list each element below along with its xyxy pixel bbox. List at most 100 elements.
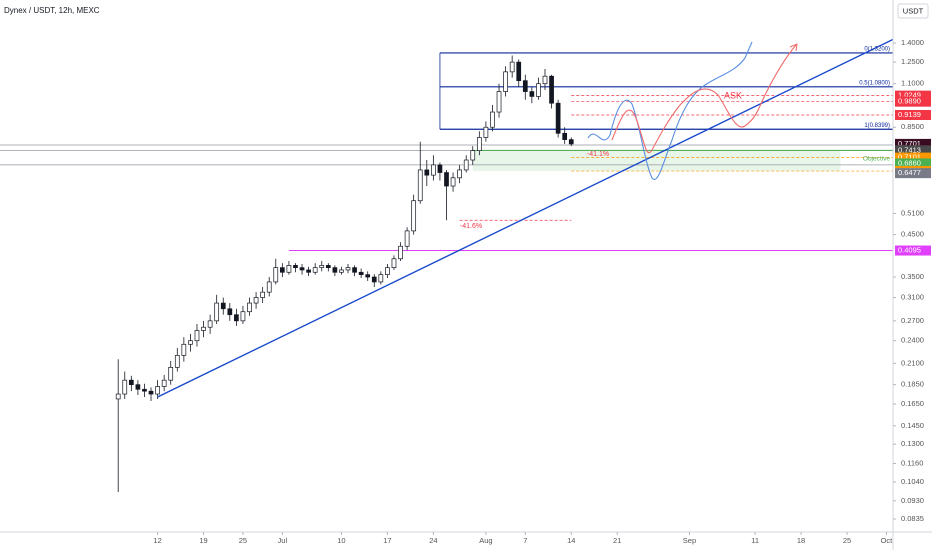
y-tick-label: 0.2400 [901,336,924,345]
annotation: Objective [863,156,890,163]
y-tick-label: 0.3100 [901,293,924,302]
x-tick-label: 10 [337,536,345,545]
candle-body [365,274,371,278]
candle-body [378,274,384,283]
candle-body [562,132,568,140]
price-tag [895,109,931,120]
x-tick-label: Sep [683,536,696,545]
currency: USDT [903,6,924,15]
candle-body [522,80,528,92]
candle-body [214,302,220,322]
candle-body [483,126,489,138]
candle-body [299,267,305,271]
price-tag-label: 0.7701 [898,139,921,148]
candle-body [174,355,180,368]
x-tick-label: Oct [881,536,894,545]
candle-body [194,330,200,342]
annotation: ASK [724,90,742,100]
currency-box[interactable] [897,3,929,19]
front-layer: 0(1.3200) 0.5(1.0800) 1(0.8399) [859,47,890,129]
candle-body [385,267,390,275]
candle-body [476,137,482,151]
candle-body [220,302,226,310]
candle-body [273,267,279,283]
candle-body [155,386,160,395]
trendline [157,38,894,398]
candle-body [266,281,272,293]
candle-body [463,159,469,171]
y-tick-label: 1.1000 [901,79,924,88]
price-tag-label: 0.6477 [898,168,921,177]
price-tag-label: 0.4095 [898,246,921,255]
candle-body [371,276,377,283]
y-tick-label: 1.4000 [901,38,924,47]
y-tick-label: 0.1300 [901,439,924,448]
chart-title: Dynex / USDT, 12h, MEXC [4,6,100,15]
x-tick-label: 12 [153,536,161,545]
x-tick-label: 14 [567,536,575,545]
candle-body [417,169,423,202]
candle-body [332,267,338,273]
candle-body [496,91,502,113]
fib-label: 1(0.8399) [864,123,890,129]
y-tick-label: 0.4500 [901,230,924,239]
candle-body [529,91,535,97]
candle-body [253,297,259,304]
candle-body [319,265,325,269]
candle-body [306,269,311,273]
candle-body [404,230,410,247]
annotation: -41.1% [587,151,609,158]
candle-body [503,71,508,92]
candle-body [293,265,298,269]
x-tick-label: 19 [199,536,207,545]
price-tag [895,152,931,163]
candle-body [542,75,548,85]
price-tag-label: 0.9890 [898,97,921,106]
candle-body [424,169,430,176]
candle-body [536,83,541,97]
candle-body [470,150,476,161]
arrow-head [789,43,798,52]
candle-body [161,379,167,387]
back-layer [0,52,893,252]
candle-body [201,326,206,331]
y-tick-label: 0.0835 [901,514,924,523]
candle-body [444,172,449,187]
candle-body [227,308,233,316]
price-tag-label: 0.7101 [898,153,921,162]
candle-body [135,384,141,390]
candle-body [437,164,443,173]
candle-body [509,61,515,73]
candle-body [260,291,265,298]
y-tick-label: 0.1850 [901,380,924,389]
y-tick-label: 0.5100 [901,208,924,217]
candle-body [398,245,403,260]
candle-body [411,200,417,232]
y-tick-label: 0.1650 [901,399,924,408]
y-tick-label: 0.8500 [901,122,924,131]
y-tick-label: 0.1040 [901,477,924,486]
x-tick-label: Aug [479,536,492,545]
price-tag-label: 0.7413 [898,145,921,154]
candle-body [142,388,147,392]
annotation: -41.6% [460,223,482,230]
price-tag [895,90,931,101]
candle-body [148,390,154,395]
price-tag-label: 0.6860 [898,158,921,167]
candle-body [431,164,436,176]
candle-body [457,169,462,179]
y-tick-label: 0.1160 [901,458,923,467]
projection-blue [587,41,753,181]
x-tick-label: 21 [613,536,621,545]
candle-body [234,314,239,322]
candle-body [168,366,174,381]
candle-body [122,379,128,395]
candle-body [352,267,357,273]
y-tick-label: 0.3500 [901,272,924,281]
candle-body [181,343,187,356]
candle-body [450,177,456,187]
candle-body [279,267,285,273]
y-tick-label: 0.0930 [901,496,924,505]
price-tag [895,158,931,169]
